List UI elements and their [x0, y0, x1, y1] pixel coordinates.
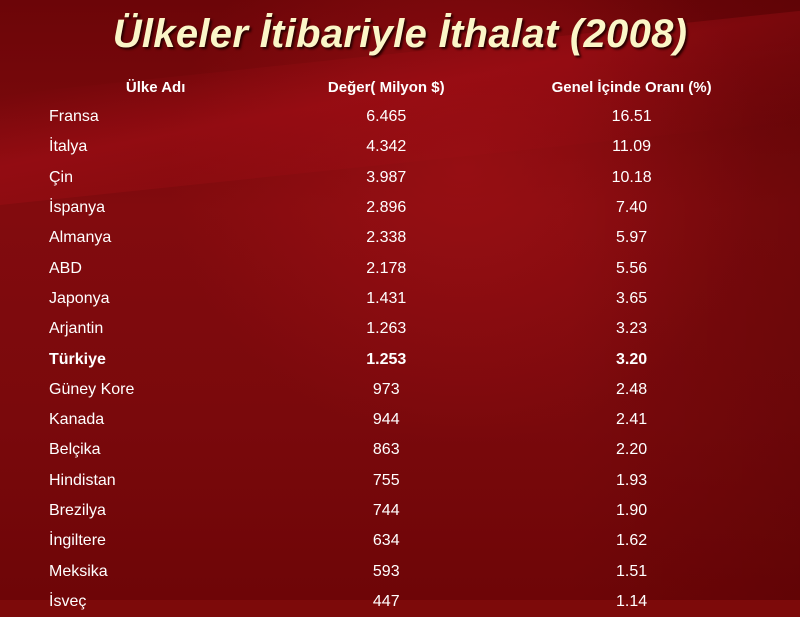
share-cell: 1.93: [616, 471, 648, 489]
country-cell: İtalya: [49, 138, 88, 156]
table-row: Fransa 6.465 16.51: [36, 102, 766, 132]
country-cell: Japonya: [49, 289, 110, 307]
share-cell: 2.41: [616, 411, 648, 429]
share-cell: 2.48: [616, 380, 648, 398]
value-cell: 2.896: [366, 199, 407, 217]
country-cell: Brezilya: [49, 502, 106, 519]
share-cell: 1.90: [616, 502, 648, 519]
table-row: Arjantin 1.263 3.23: [36, 314, 766, 344]
value-cell: 944: [372, 411, 400, 429]
table-row: Türkiye 1.253 3.20: [36, 344, 766, 374]
country-cell: Çin: [49, 168, 74, 186]
share-cell: 16.51: [611, 108, 652, 126]
country-cell: Almanya: [49, 229, 112, 247]
country-cell: Türkiye: [49, 350, 106, 368]
table-row: Brezilya 744 1.90: [36, 496, 766, 526]
value-cell: 1.263: [366, 320, 407, 338]
header-share: Genel İçinde Oranı (%): [551, 78, 712, 96]
header-country: Ülke Adı: [125, 78, 186, 96]
table-row: Hindistan 755 1.93: [36, 466, 766, 496]
country-cell: Meksika: [49, 562, 108, 580]
country-cell: ABD: [49, 259, 82, 277]
value-cell: 4.342: [366, 138, 407, 156]
country-cell: Güney Kore: [49, 380, 135, 398]
value-cell: 6.465: [366, 108, 407, 126]
country-cell: Belçika: [49, 441, 101, 459]
share-cell: 7.40: [616, 199, 648, 217]
value-cell: 863: [372, 441, 400, 459]
share-cell: 3.65: [616, 289, 648, 307]
header-value: Değer( Milyon $): [327, 78, 445, 96]
value-cell: 755: [372, 471, 400, 489]
share-cell: 2.20: [616, 441, 648, 459]
table-row: Çin 3.987 10.18: [36, 163, 766, 193]
country-cell: İngiltere: [49, 532, 106, 550]
table-row: İspanya 2.896 7.40: [36, 193, 766, 223]
share-cell: 1.62: [616, 532, 648, 550]
background-shade: [570, 0, 800, 600]
value-cell: 1.253: [366, 350, 407, 368]
share-cell: 1.14: [616, 592, 648, 610]
value-cell: 1.431: [366, 289, 407, 307]
table-row: Almanya 2.338 5.97: [36, 223, 766, 253]
slide-title: Ülkeler İtibariyle İthalat (2008): [112, 12, 688, 56]
value-cell: 3.987: [366, 168, 407, 186]
share-cell: 10.18: [611, 168, 652, 186]
value-cell: 2.338: [366, 229, 407, 247]
import-table: Ülke Adı Değer( Milyon $) Genel İçinde O…: [36, 72, 766, 617]
share-cell: 3.20: [616, 350, 648, 368]
value-cell: 447: [372, 592, 400, 610]
share-cell: 5.97: [616, 229, 648, 247]
table-row: İtalya 4.342 11.09: [36, 132, 766, 162]
table-row: Güney Kore 973 2.48: [36, 375, 766, 405]
share-cell: 1.51: [616, 562, 648, 580]
share-cell: 5.56: [616, 259, 648, 277]
value-cell: 634: [372, 532, 400, 550]
table-body: Fransa 6.465 16.51 İtalya 4.342 11.09 Çin 3.987…: [36, 102, 766, 617]
value-cell: 593: [372, 562, 400, 580]
value-cell: 744: [372, 502, 400, 519]
value-cell: 973: [372, 380, 400, 398]
country-cell: Arjantin: [49, 320, 104, 338]
country-cell: Fransa: [49, 108, 99, 126]
table-row: ABD 2.178 5.56: [36, 253, 766, 283]
value-cell: 2.178: [366, 259, 407, 277]
country-cell: İspanya: [49, 199, 106, 217]
country-cell: Hindistan: [49, 471, 116, 489]
country-cell: İsveç: [49, 592, 87, 610]
table-row: Japonya 1.431 3.65: [36, 284, 766, 314]
table-row: Kanada 944 2.41: [36, 405, 766, 435]
table-row: Belçika 863 2.20: [36, 435, 766, 465]
table-header-row: Ülke Adı Değer( Milyon $) Genel İçinde O…: [36, 72, 766, 102]
country-cell: Kanada: [49, 411, 105, 429]
share-cell: 3.23: [616, 320, 648, 338]
table-row: Meksika 593 1.51: [36, 556, 766, 586]
table-row: İngiltere 634 1.62: [36, 526, 766, 556]
table-row: İsveç 447 1.14: [36, 587, 766, 617]
share-cell: 11.09: [612, 138, 652, 156]
